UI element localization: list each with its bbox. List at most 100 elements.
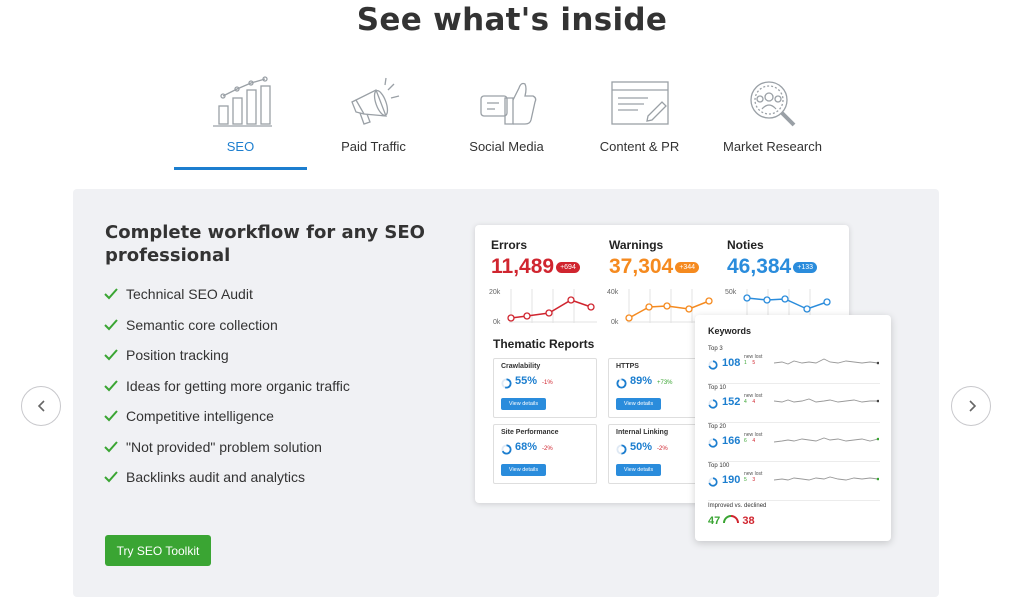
tab-paid-traffic[interactable]: Paid Traffic [307,72,440,170]
page-title: See what's inside [356,2,668,38]
progress-ring [708,399,718,409]
tab-label: Content & PR [599,139,680,154]
feature-item: Position tracking [104,340,350,371]
feature-label: Technical SEO Audit [126,286,253,303]
metric-label: Noties [727,238,764,252]
report-percent: 68% [515,441,538,453]
seo-chart-icon [212,76,272,127]
keyword-trend-line [774,398,879,403]
checkmark-icon [104,349,118,361]
lost-label: lost [754,393,763,399]
tab-social-media[interactable]: Social Media [440,72,573,170]
chevron-right-icon [969,400,977,412]
thumbs-up-icon [479,82,536,125]
improved-declined-label: Improved vs. declined [708,503,767,509]
keyword-count: 190 [722,474,741,486]
panel-headline: Complete workflow for any SEO profession… [105,222,425,266]
try-seo-toolkit-button[interactable]: Try SEO Toolkit [105,535,211,566]
progress-ring [708,477,718,487]
report-card-crawlability: Crawlability 55% -1% View details [493,358,597,418]
tab-label: SEO [226,139,255,154]
view-details-button[interactable]: View details [501,464,546,476]
progress-ring [708,360,718,370]
report-delta: -2% [542,446,553,452]
checkmark-icon [104,380,118,392]
feature-label: Semantic core collection [126,316,278,333]
tab-market-research[interactable]: Market Research [706,72,839,170]
lost-label: lost [754,354,763,360]
feature-item: Ideas for getting more organic traffic [104,371,350,402]
feature-item: Technical SEO Audit [104,279,350,310]
report-title: Crawlability [501,363,541,370]
lost-count: 5 [752,360,756,366]
new-count: 4 [744,399,747,405]
megaphone-icon [350,77,399,125]
magnifier-people-icon [749,81,795,127]
gauge-icon [723,515,740,524]
metric-badge: +133 [793,262,818,273]
report-percent: 55% [515,375,538,387]
keyword-row-top3: Top 3 108 new lost 1 5 [708,346,880,384]
progress-ring [501,444,512,455]
keyword-bucket-label: Top 10 [708,385,727,391]
errors-sparkline: 20k 0k [489,289,597,326]
keyword-new-lost: new lost 1 5 [744,354,762,366]
view-details-button[interactable]: View details [616,398,661,410]
view-details-button[interactable]: View details [616,464,661,476]
y-axis-top: 50k [725,289,737,296]
new-count: 5 [744,477,747,483]
feature-list: Technical SEO Audit Semantic core collec… [104,279,350,493]
metric-value: 46,384 [727,255,792,278]
new-label: new [744,393,754,399]
keyword-bucket-label: Top 100 [708,463,730,469]
next-slide-button[interactable] [951,386,991,426]
keyword-bucket-label: Top 3 [708,346,723,352]
tab-content-pr[interactable]: Content & PR [573,72,706,170]
keyword-new-lost: new lost 4 4 [744,393,762,405]
feature-label: Backlinks audit and analytics [126,469,305,486]
report-delta: -2% [657,446,668,452]
feature-label: Competitive intelligence [126,408,274,425]
declined-count: 38 [742,515,755,527]
progress-ring [501,378,512,389]
metric-label: Errors [491,238,528,252]
new-label: new [744,471,754,477]
feature-item: Competitive intelligence [104,401,350,432]
tab-seo[interactable]: SEO [174,72,307,170]
keyword-row-top10: Top 10 152 new lost 4 4 [708,385,880,423]
keyword-trend-line [774,476,879,481]
y-axis-top: 40k [607,289,619,296]
metric-value: 11,489 [491,255,555,278]
keyword-trend-line [774,437,879,443]
improved-count: 47 [708,515,721,527]
keywords-card: Keywords Top 3 108 new lost 1 5 Top 10 15… [695,315,891,541]
checkmark-icon [104,288,118,300]
keyword-new-lost: new lost 6 4 [744,432,762,444]
lost-label: lost [754,471,763,477]
y-axis-bottom: 0k [493,319,501,326]
checkmark-icon [104,319,118,331]
metric-badge: +344 [675,262,700,273]
keyword-bucket-label: Top 20 [708,424,727,430]
tab-label: Paid Traffic [341,139,406,154]
prev-slide-button[interactable] [21,386,61,426]
metric-value: 37,304 [609,255,674,278]
report-title: Site Performance [501,429,559,436]
feature-label: Position tracking [126,347,229,364]
notices-metric: Noties 46,384 +133 [727,238,818,279]
chevron-left-icon [37,400,45,412]
keyword-row-top100: Top 100 190 new lost 5 3 [708,463,880,501]
report-percent: 89% [630,375,653,387]
tab-label: Social Media [469,139,544,154]
document-edit-icon [610,81,669,125]
view-details-button[interactable]: View details [501,398,546,410]
warnings-metric: Warnings 37,304 +344 [609,238,700,279]
thematic-reports-title: Thematic Reports [493,337,595,351]
report-title: HTTPS [616,363,639,370]
report-card-site-performance: Site Performance 68% -2% View details [493,424,597,484]
keyword-row-top20: Top 20 166 new lost 6 4 [708,424,880,462]
tab-label: Market Research [723,139,822,154]
lost-count: 4 [752,438,756,444]
checkmark-icon [104,410,118,422]
lost-count: 4 [752,399,756,405]
